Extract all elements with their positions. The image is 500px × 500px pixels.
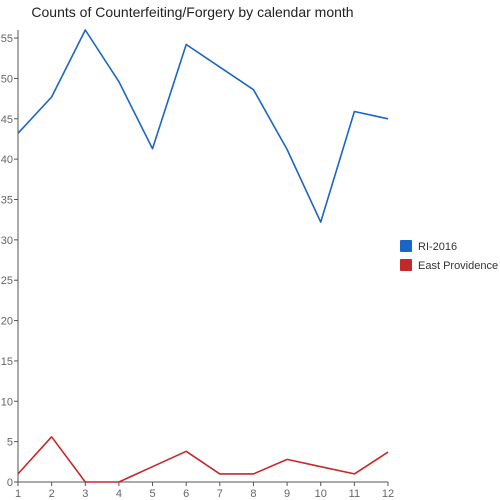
x-tick-label: 4 (116, 488, 122, 500)
y-axis-ticks: 0 5 10 15 20 25 30 35 40 45 50 55 (1, 33, 18, 489)
legend-swatch (400, 259, 412, 271)
series-line-east-providence (17, 435, 389, 483)
x-tick-label: 12 (382, 488, 394, 500)
legend-swatch (400, 240, 412, 252)
axes (17, 30, 388, 483)
legend-label: East Providence (418, 260, 498, 272)
x-tick-label: 3 (82, 488, 88, 500)
y-tick-label: 15 (1, 356, 13, 368)
x-tick-label: 8 (250, 488, 256, 500)
x-tick-label: 6 (183, 488, 189, 500)
x-tick-label: 10 (315, 488, 327, 500)
y-tick-label: 0 (7, 477, 13, 489)
x-axis-ticks: 1 2 3 4 5 6 7 8 9 10 11 12 (15, 482, 394, 500)
x-tick-label: 11 (349, 488, 360, 500)
x-tick-label: 5 (149, 488, 155, 500)
x-tick-label: 9 (284, 488, 290, 500)
x-tick-label: 1 (15, 488, 21, 500)
x-tick-label: 2 (49, 488, 55, 500)
x-tick-label: 7 (217, 488, 223, 500)
y-tick-label: 40 (1, 154, 13, 166)
y-tick-label: 20 (1, 316, 13, 328)
y-tick-label: 30 (1, 235, 13, 247)
series-line-ri-2016 (17, 29, 389, 223)
y-tick-label: 55 (1, 33, 13, 45)
y-tick-label: 25 (1, 275, 13, 287)
y-tick-label: 10 (1, 396, 13, 408)
series-layer (17, 29, 389, 483)
y-tick-label: 45 (1, 114, 13, 126)
y-tick-label: 50 (1, 73, 13, 85)
chart-title: Counts of Counterfeiting/Forgery by cale… (31, 4, 354, 20)
legend-label: RI-2016 (418, 241, 457, 253)
y-tick-label: 35 (1, 195, 13, 207)
legend: RI-2016 East Providence (400, 240, 498, 272)
y-tick-label: 5 (7, 437, 13, 449)
